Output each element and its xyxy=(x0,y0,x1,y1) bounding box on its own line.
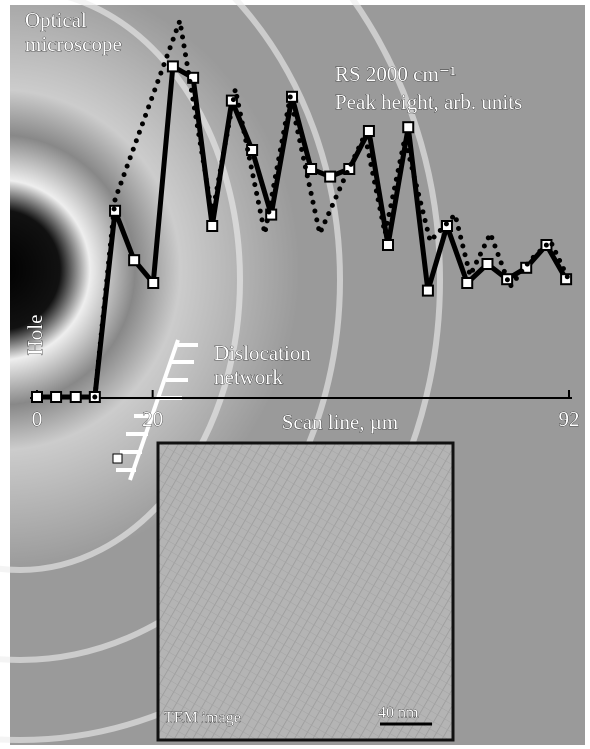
marker xyxy=(423,286,433,296)
marker xyxy=(168,61,178,71)
marker xyxy=(383,240,393,250)
marker xyxy=(71,392,81,402)
x-tick-label: 20 xyxy=(142,407,163,431)
marker xyxy=(403,122,413,132)
marker xyxy=(482,259,492,269)
marker xyxy=(306,164,316,174)
marker xyxy=(462,278,472,288)
x-tick-label: 0 xyxy=(32,407,43,431)
x-tick-label: 92 xyxy=(559,407,580,431)
marker xyxy=(325,172,335,182)
sketch-marker xyxy=(113,454,122,463)
marker xyxy=(364,126,374,136)
chart-title: RS 2000 cm⁻¹ xyxy=(335,62,456,86)
hole-label: Hole xyxy=(23,315,47,356)
marker xyxy=(129,255,139,265)
marker xyxy=(207,221,217,231)
tem-inset xyxy=(158,443,453,740)
marker xyxy=(32,392,42,402)
tem-label: TEM image xyxy=(164,710,241,727)
x-axis-label: Scan line, µm xyxy=(282,410,399,434)
scale-label: 40 nm xyxy=(378,705,419,722)
marker xyxy=(51,392,61,402)
chart-subtitle: Peak height, arb. units xyxy=(335,90,522,114)
figure: TEM image 40 nm Opticalmicroscope RS 200… xyxy=(0,0,590,749)
marker xyxy=(148,278,158,288)
